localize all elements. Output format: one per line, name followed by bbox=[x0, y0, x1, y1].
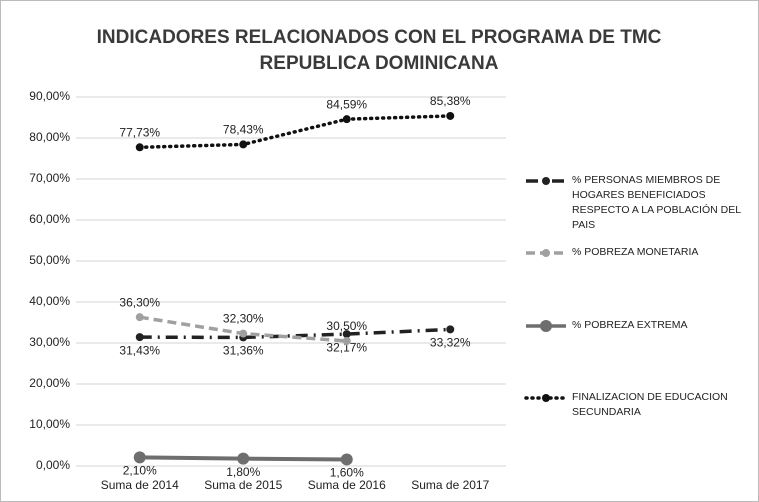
data-label: 1,80% bbox=[226, 465, 260, 479]
y-tick-label: 0,00% bbox=[36, 458, 70, 472]
legend-marker bbox=[542, 394, 550, 402]
x-tick-label: Suma de 2015 bbox=[204, 478, 282, 492]
point-marker bbox=[342, 115, 351, 124]
point-marker bbox=[446, 325, 455, 334]
data-label: 85,38% bbox=[430, 94, 471, 108]
legend-label: % POBREZA MONETARIA bbox=[572, 246, 699, 258]
y-tick-label: 60,00% bbox=[29, 212, 70, 226]
x-tick-label: Suma de 2017 bbox=[411, 478, 489, 492]
data-label: 31,43% bbox=[119, 343, 160, 357]
data-label: 31,36% bbox=[223, 344, 264, 358]
point-marker bbox=[239, 329, 248, 338]
data-label: 32,30% bbox=[223, 312, 264, 326]
y-tick-label: 10,00% bbox=[29, 417, 70, 431]
point-marker bbox=[239, 140, 248, 149]
legend-marker bbox=[542, 249, 550, 257]
chart-title: REPUBLICA DOMINICANA bbox=[260, 53, 499, 74]
legend-label: % PERSONAS MIEMBROS DE HOGARES BENEFICIA… bbox=[572, 174, 741, 231]
y-tick-label: 40,00% bbox=[29, 294, 70, 308]
point-marker bbox=[342, 336, 351, 345]
point-marker bbox=[237, 452, 250, 465]
y-tick-label: 80,00% bbox=[29, 130, 70, 144]
y-tick-label: 90,00% bbox=[29, 89, 70, 103]
legend-item: FINALIZACION DE EDUCACION SECUNDARIA bbox=[572, 391, 728, 418]
y-tick-label: 70,00% bbox=[29, 171, 70, 185]
data-label: 30,50% bbox=[326, 319, 367, 333]
data-label: 2,10% bbox=[123, 464, 157, 478]
point-marker bbox=[135, 313, 144, 322]
legend-marker bbox=[540, 320, 552, 332]
x-tick-label: Suma de 2014 bbox=[101, 478, 179, 492]
y-tick-label: 50,00% bbox=[29, 253, 70, 267]
data-label: 78,43% bbox=[223, 123, 264, 137]
legend-label: FINALIZACION DE EDUCACION SECUNDARIA bbox=[572, 391, 728, 418]
data-label: 84,59% bbox=[326, 97, 367, 111]
legend-item: % POBREZA EXTREMA bbox=[572, 319, 688, 331]
point-marker bbox=[340, 453, 353, 466]
chart-title: INDICADORES RELACIONADOS CON EL PROGRAMA… bbox=[97, 27, 662, 48]
y-tick-label: 20,00% bbox=[29, 376, 70, 390]
point-marker bbox=[135, 143, 144, 152]
legend-marker bbox=[542, 177, 550, 185]
data-label: 77,73% bbox=[119, 125, 160, 139]
data-label: 1,60% bbox=[330, 466, 364, 480]
legend-item: % POBREZA MONETARIA bbox=[572, 246, 699, 258]
y-tick-label: 30,00% bbox=[29, 335, 70, 349]
x-tick-label: Suma de 2016 bbox=[308, 478, 386, 492]
point-marker bbox=[135, 333, 144, 342]
point-marker bbox=[133, 451, 146, 464]
series-line bbox=[138, 114, 452, 150]
legend-label: % POBREZA EXTREMA bbox=[572, 319, 688, 331]
legend-item: % PERSONAS MIEMBROS DE HOGARES BENEFICIA… bbox=[572, 174, 741, 231]
data-label: 32,17% bbox=[326, 340, 367, 354]
data-label: 36,30% bbox=[119, 295, 160, 309]
point-marker bbox=[342, 330, 351, 339]
point-marker bbox=[446, 111, 455, 120]
data-label: 33,32% bbox=[430, 336, 471, 350]
